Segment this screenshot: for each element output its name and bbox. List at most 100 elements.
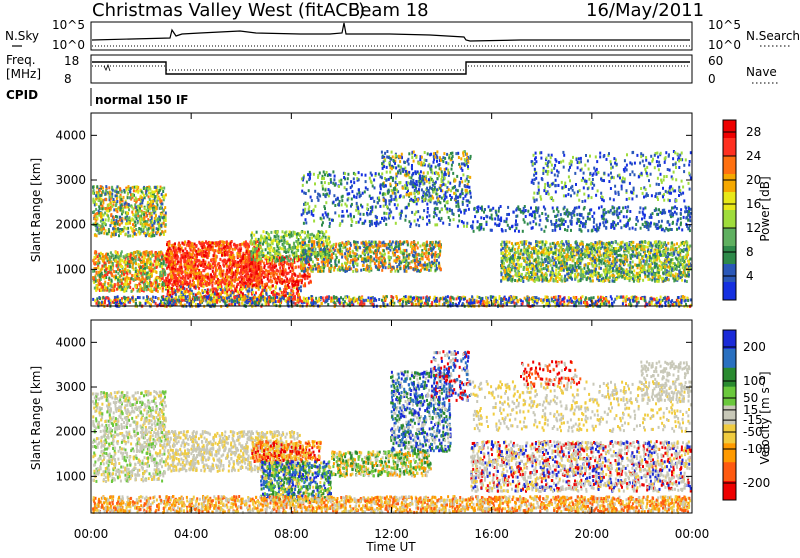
range-cell xyxy=(311,251,314,255)
range-cell xyxy=(154,209,157,213)
range-cell xyxy=(132,254,135,258)
range-cell xyxy=(329,240,331,244)
range-cell xyxy=(407,202,410,206)
range-cell xyxy=(322,249,325,253)
range-cell xyxy=(417,188,420,192)
range-cell xyxy=(153,198,156,202)
range-cell xyxy=(371,245,374,249)
range-cell xyxy=(408,261,411,265)
range-cell xyxy=(108,186,111,190)
range-cell xyxy=(332,243,335,247)
range-cell xyxy=(257,258,260,262)
range-cell xyxy=(288,266,291,270)
range-cell xyxy=(108,190,111,194)
range-cell xyxy=(261,280,264,284)
range-cell xyxy=(255,255,258,259)
range-cell xyxy=(105,209,108,213)
range-cell xyxy=(99,277,102,281)
range-cell xyxy=(226,243,228,247)
range-cell xyxy=(116,276,119,280)
range-cell xyxy=(119,270,122,273)
range-cell xyxy=(122,270,125,274)
range-cell xyxy=(346,177,349,181)
range-cell xyxy=(124,205,127,209)
range-cell xyxy=(160,277,163,281)
range-cell xyxy=(147,195,150,199)
range-cell xyxy=(244,262,247,266)
range-cell xyxy=(282,265,285,269)
range-cell xyxy=(267,247,270,251)
range-cell xyxy=(248,276,251,279)
range-cell xyxy=(468,185,471,189)
range-cell xyxy=(102,186,104,190)
range-cell xyxy=(344,245,347,249)
range-cell xyxy=(146,201,149,204)
range-cell xyxy=(147,230,150,234)
range-cell xyxy=(140,221,143,225)
range-cell xyxy=(155,282,157,286)
range-cell xyxy=(259,257,262,261)
range-cell xyxy=(103,221,106,225)
range-cell xyxy=(239,248,242,252)
range-cell xyxy=(164,254,167,257)
range-cell xyxy=(272,292,275,296)
range-cell xyxy=(325,255,328,259)
range-cell xyxy=(214,264,216,268)
range-cell xyxy=(412,267,415,271)
range-cell xyxy=(305,253,308,256)
range-cell xyxy=(179,276,182,280)
range-cell xyxy=(253,233,256,237)
range-cell xyxy=(114,233,117,236)
range-cell xyxy=(147,273,150,277)
range-cell xyxy=(218,240,221,244)
range-cell xyxy=(154,252,157,256)
range-cell xyxy=(290,288,293,292)
range-cell xyxy=(311,236,314,240)
range-cell xyxy=(162,221,165,225)
range-cell xyxy=(110,221,113,224)
range-cell xyxy=(125,205,128,209)
range-cell xyxy=(159,206,162,210)
range-cell xyxy=(120,282,123,286)
range-cell xyxy=(305,180,308,184)
range-cell xyxy=(96,217,99,221)
range-cell xyxy=(307,235,310,239)
range-cell xyxy=(314,236,317,239)
range-cell xyxy=(319,247,322,251)
range-cell xyxy=(189,244,192,247)
range-cell xyxy=(373,221,376,225)
range-cell xyxy=(283,271,286,275)
range-cell xyxy=(251,292,253,296)
range-cell xyxy=(331,253,333,257)
range-cell xyxy=(350,204,352,208)
range-cell xyxy=(151,232,154,236)
range-cell xyxy=(280,235,283,239)
range-cell xyxy=(197,282,200,285)
range-cell xyxy=(422,263,425,267)
range-cell xyxy=(211,248,214,252)
range-cell xyxy=(324,248,327,251)
range-cell xyxy=(303,191,306,195)
range-cell xyxy=(221,274,224,278)
range-cell xyxy=(187,240,190,244)
range-cell xyxy=(144,266,147,270)
range-cell xyxy=(142,264,145,268)
range-cell xyxy=(104,263,107,267)
range-cell xyxy=(212,254,215,258)
range-cell xyxy=(116,251,119,255)
range-cell xyxy=(389,184,392,188)
range-cell xyxy=(250,280,253,284)
range-cell xyxy=(250,268,253,272)
range-cell xyxy=(164,211,167,215)
range-cell xyxy=(121,287,124,291)
range-cell xyxy=(167,254,170,258)
range-cell xyxy=(153,216,156,220)
range-cell xyxy=(175,248,177,252)
range-cell xyxy=(133,232,136,236)
range-cell xyxy=(157,227,159,231)
range-cell xyxy=(106,191,109,195)
range-cell xyxy=(170,260,172,264)
range-cell xyxy=(162,215,165,219)
range-cell xyxy=(138,230,141,234)
range-cell xyxy=(222,246,225,250)
